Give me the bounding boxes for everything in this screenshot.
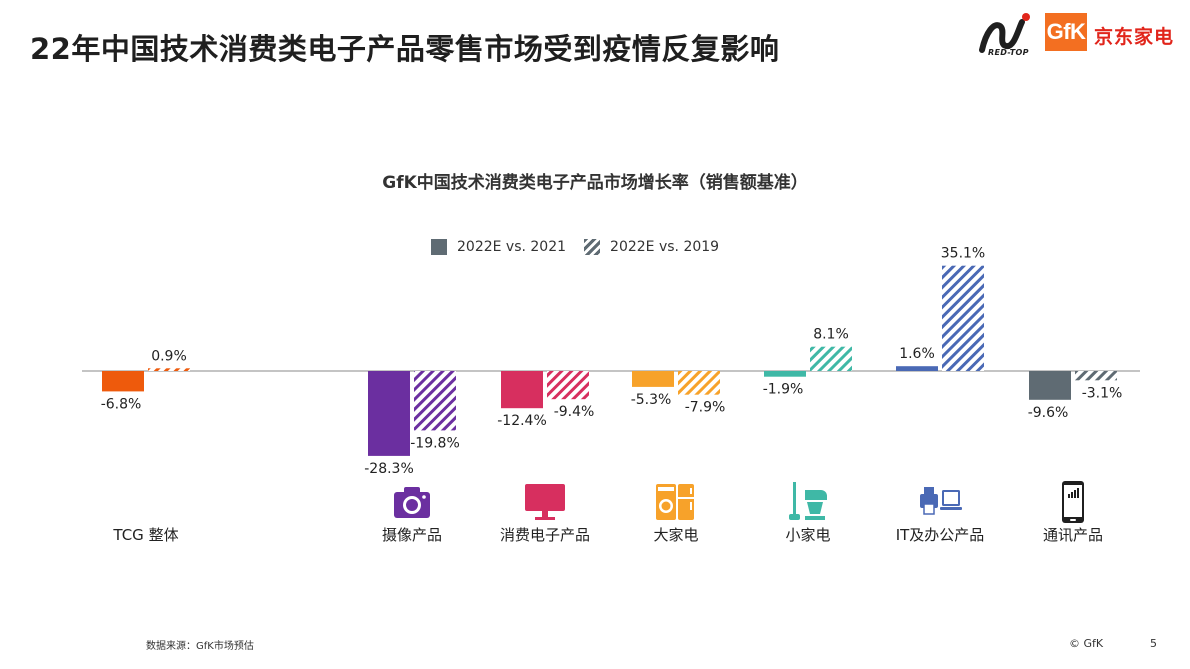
bar-ce-series-2 bbox=[547, 371, 589, 400]
printer-laptop-icon bbox=[920, 487, 962, 515]
category-label-mda: 大家电 bbox=[653, 526, 699, 544]
data-label-it-series-2: 35.1% bbox=[941, 246, 985, 262]
legend-item-2021: 2022E vs. 2021 bbox=[431, 239, 566, 255]
bar-tcg-series-2 bbox=[148, 368, 190, 371]
monitor-icon bbox=[525, 484, 565, 520]
data-label-tcg-series-2: 0.9% bbox=[151, 348, 187, 364]
legend-label-2019: 2022E vs. 2019 bbox=[610, 239, 720, 255]
gfk-logo: GfK bbox=[1045, 13, 1087, 51]
bar-camera-series-1 bbox=[368, 371, 410, 456]
category-label-tcg: TCG 整体 bbox=[113, 526, 179, 544]
category-label-telecom: 通讯产品 bbox=[1042, 526, 1103, 544]
camera-icon bbox=[394, 487, 430, 518]
smartphone-icon bbox=[1062, 481, 1084, 523]
chart-legend: 2022E vs. 2021 2022E vs. 2019 bbox=[431, 239, 737, 255]
data-label-mda-series-1: -5.3% bbox=[631, 392, 672, 408]
data-label-camera-series-1: -28.3% bbox=[364, 461, 414, 477]
bar-mda-series-1 bbox=[632, 371, 674, 387]
bar-tcg-series-1 bbox=[102, 371, 144, 392]
bar-it-series-1 bbox=[896, 366, 938, 371]
bar-camera-series-2 bbox=[414, 371, 456, 431]
bar-mda-series-2 bbox=[678, 371, 720, 395]
data-label-sda-series-2: 8.1% bbox=[813, 327, 849, 343]
category-label-sda: 小家电 bbox=[785, 526, 831, 544]
page-number: 5 bbox=[1150, 637, 1157, 650]
jd-appliance-logo: 京东家电 bbox=[1094, 26, 1175, 48]
legend-swatch-solid bbox=[431, 239, 447, 255]
legend-item-2019: 2022E vs. 2019 bbox=[584, 239, 719, 255]
bar-telecom-series-1 bbox=[1029, 371, 1071, 400]
legend-label-2021: 2022E vs. 2021 bbox=[457, 239, 567, 255]
category-label-camera: 摄像产品 bbox=[381, 526, 442, 544]
vacuum-mixer-icon bbox=[789, 482, 827, 520]
data-label-sda-series-1: -1.9% bbox=[763, 382, 804, 398]
category-label-ce: 消费电子产品 bbox=[499, 526, 590, 544]
redtop-logo bbox=[979, 13, 1030, 53]
data-label-tcg-series-1: -6.8% bbox=[101, 396, 142, 412]
data-label-camera-series-2: -19.8% bbox=[410, 435, 460, 451]
data-label-ce-series-2: -9.4% bbox=[554, 404, 595, 420]
bar-ce-series-1 bbox=[501, 371, 543, 409]
copyright: © GfK bbox=[1069, 637, 1104, 650]
chart-title: GfK中国技术消费类电子产品市场增长率（销售额基准） bbox=[382, 173, 808, 193]
washer-fridge-icon bbox=[656, 484, 694, 520]
bar-telecom-series-2 bbox=[1075, 371, 1117, 381]
redtop-logo-text: RED-TOP bbox=[988, 48, 1029, 57]
data-source-note: 数据来源：GfK市场预估 bbox=[146, 641, 254, 652]
data-label-telecom-series-1: -9.6% bbox=[1028, 405, 1069, 421]
bar-sda-series-1 bbox=[764, 371, 806, 377]
page-title: 22年中国技术消费类电子产品零售市场受到疫情反复影响 bbox=[30, 32, 780, 66]
bar-sda-series-2 bbox=[810, 346, 852, 371]
data-label-ce-series-1: -12.4% bbox=[497, 413, 547, 429]
data-label-telecom-series-2: -3.1% bbox=[1082, 385, 1123, 401]
bar-it-series-2 bbox=[942, 265, 984, 371]
category-label-it: IT及办公产品 bbox=[895, 526, 985, 544]
data-label-mda-series-2: -7.9% bbox=[685, 400, 726, 416]
legend-swatch-hatched bbox=[584, 239, 601, 255]
data-label-it-series-1: 1.6% bbox=[899, 346, 935, 362]
